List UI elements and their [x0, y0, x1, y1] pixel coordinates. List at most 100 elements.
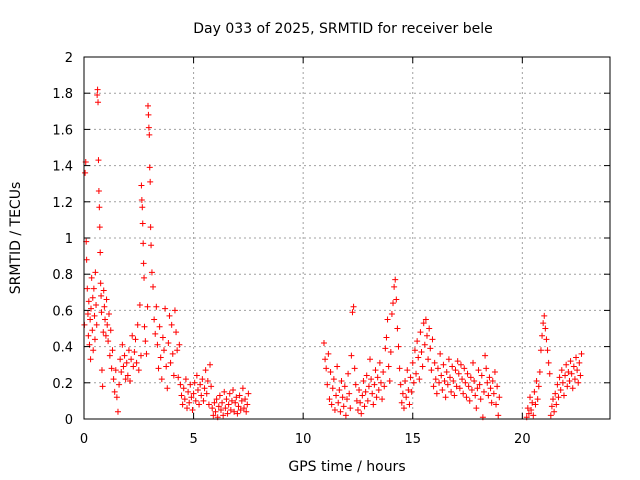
data-point: [393, 296, 400, 303]
data-point: [379, 396, 386, 403]
data-point: [134, 321, 141, 328]
data-point: [544, 347, 551, 354]
data-point: [564, 383, 571, 390]
data-point: [150, 283, 157, 290]
data-point: [426, 325, 433, 332]
y-axis-label: SRMTID / TECUs: [8, 182, 24, 295]
data-point: [358, 410, 365, 417]
data-point: [204, 377, 211, 384]
data-point: [138, 196, 145, 203]
data-point: [428, 367, 435, 374]
data-point: [182, 376, 189, 383]
data-point: [547, 412, 554, 419]
data-point: [153, 303, 160, 310]
data-point: [541, 312, 548, 319]
data-point: [189, 406, 196, 413]
data-point: [356, 387, 363, 394]
data-point: [231, 408, 238, 415]
data-point: [468, 387, 475, 394]
data-point: [124, 372, 131, 379]
data-point: [100, 287, 107, 294]
data-point: [178, 392, 185, 399]
data-point: [186, 399, 193, 406]
data-point: [528, 406, 535, 413]
data-point: [95, 157, 102, 164]
data-point: [116, 381, 123, 388]
data-point: [211, 399, 218, 406]
data-point: [551, 408, 558, 415]
data-point: [380, 368, 387, 375]
data-point: [97, 280, 104, 287]
data-point: [416, 376, 423, 383]
data-point: [328, 401, 335, 408]
data-point: [107, 327, 114, 334]
data-point: [347, 405, 354, 412]
data-point: [196, 401, 203, 408]
data-point: [427, 345, 434, 352]
data-point: [339, 394, 346, 401]
data-point: [433, 390, 440, 397]
data-point: [397, 381, 404, 388]
data-point: [476, 381, 483, 388]
data-point: [560, 392, 567, 399]
data-point: [473, 405, 480, 412]
data-point: [158, 376, 165, 383]
data-point: [123, 359, 130, 366]
data-point: [120, 363, 127, 370]
data-point: [398, 399, 405, 406]
data-point: [440, 361, 447, 368]
data-point: [139, 220, 146, 227]
y-tick-label: 1: [65, 232, 73, 247]
data-point: [400, 405, 407, 412]
data-point: [453, 383, 460, 390]
data-point: [146, 131, 153, 138]
y-tick-label: 1.6: [52, 123, 73, 138]
data-point: [349, 309, 356, 316]
data-point: [136, 301, 143, 308]
data-point: [431, 359, 438, 366]
data-point: [394, 325, 401, 332]
data-point: [471, 377, 478, 384]
data-point: [171, 307, 178, 314]
data-point: [413, 370, 420, 377]
axis-ticks: 00.20.40.60.811.21.41.61.820 5 10 15 20: [52, 51, 610, 447]
data-point: [399, 390, 406, 397]
data-point: [103, 296, 110, 303]
data-point: [489, 377, 496, 384]
data-point: [184, 405, 191, 412]
data-point: [98, 292, 105, 299]
data-point: [327, 368, 334, 375]
data-point: [530, 412, 537, 419]
data-point: [550, 396, 557, 403]
data-point: [342, 412, 349, 419]
data-point: [223, 396, 230, 403]
data-point: [168, 321, 175, 328]
data-point: [409, 359, 416, 366]
data-point: [109, 347, 116, 354]
data-point: [376, 359, 383, 366]
data-point: [483, 365, 490, 372]
data-point: [363, 372, 370, 379]
data-point: [447, 374, 454, 381]
data-point: [85, 332, 92, 339]
data-point: [462, 379, 469, 386]
data-point: [114, 408, 121, 415]
data-point: [119, 341, 126, 348]
data-point: [443, 368, 450, 375]
data-point: [545, 359, 552, 366]
data-point: [237, 406, 244, 413]
data-point: [97, 249, 104, 256]
data-point: [87, 316, 94, 323]
data-point: [493, 401, 500, 408]
data-point: [375, 387, 382, 394]
data-point: [437, 350, 444, 357]
data-point: [567, 358, 574, 365]
data-point: [391, 283, 398, 290]
data-point: [387, 349, 394, 356]
y-tick-label: 0.8: [52, 268, 73, 283]
data-point: [163, 363, 170, 370]
data-point: [89, 327, 96, 334]
data-point: [464, 370, 471, 377]
data-point: [140, 260, 147, 267]
data-point: [374, 374, 381, 381]
